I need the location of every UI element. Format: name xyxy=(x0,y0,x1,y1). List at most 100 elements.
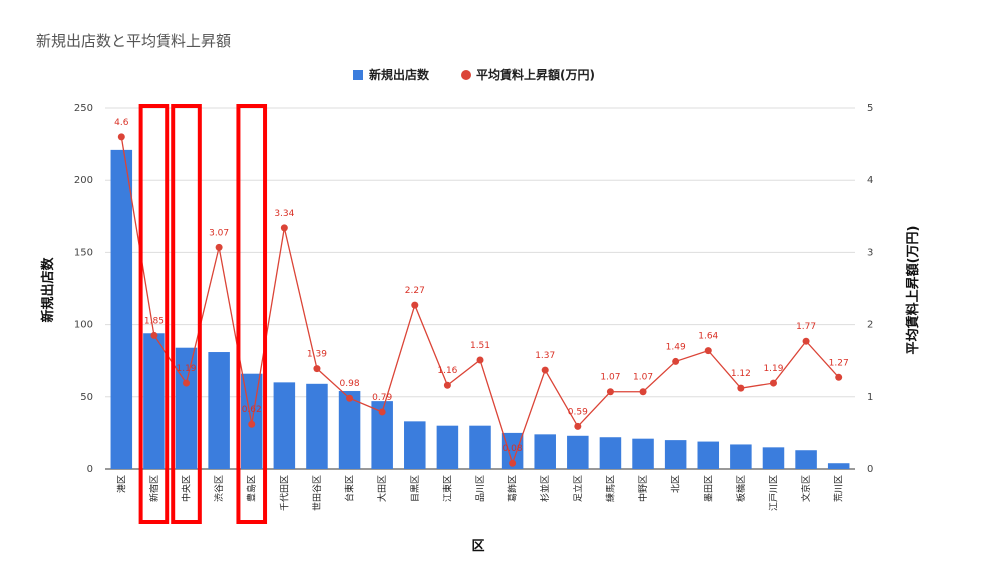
bar xyxy=(469,425,491,469)
line-data-label: 1.07 xyxy=(633,373,653,383)
y-tick-label: 200 xyxy=(74,175,93,186)
highlight-box xyxy=(138,104,170,524)
line-point xyxy=(737,384,745,392)
bar xyxy=(534,434,556,469)
line-point xyxy=(183,379,191,387)
line-point xyxy=(574,422,582,430)
x-tick-label: 中央区 xyxy=(181,475,193,502)
bar xyxy=(827,463,850,469)
line-data-label: 1.16 xyxy=(437,366,457,376)
bar xyxy=(143,333,165,469)
line-point xyxy=(117,133,125,141)
y2-axis-title: 平均賃料上昇額(万円) xyxy=(905,226,921,355)
line-data-label: 1.19 xyxy=(176,364,196,374)
line-point xyxy=(215,243,223,251)
bar xyxy=(795,450,817,469)
bar xyxy=(567,435,589,469)
bar xyxy=(404,421,426,469)
bar xyxy=(762,447,785,469)
x-tick-label: 目黒区 xyxy=(410,475,421,502)
x-tick-label: 江戸川区 xyxy=(768,475,779,511)
legend-bar-swatch xyxy=(353,70,363,80)
y-axis-left: 0 50 100 150 200 250 xyxy=(74,103,93,475)
highlight-box xyxy=(171,104,202,524)
bar xyxy=(664,440,687,469)
line-point xyxy=(443,381,451,389)
line-point xyxy=(150,331,158,339)
x-tick-label: 新宿区 xyxy=(148,475,160,502)
line-data-label: 0.59 xyxy=(568,407,588,417)
line-point xyxy=(606,388,614,396)
bar xyxy=(306,383,328,469)
x-tick-label: 文京区 xyxy=(800,475,812,502)
legend-bar-label: 新規出店数 xyxy=(369,67,430,82)
x-tick-label: 台東区 xyxy=(344,475,356,502)
x-tick-label: 千代田区 xyxy=(279,475,290,511)
bar xyxy=(436,425,459,469)
y-tick-label: 100 xyxy=(74,320,93,331)
line-point xyxy=(835,373,843,381)
line-point xyxy=(509,459,517,467)
x-tick-label: 足立区 xyxy=(572,475,584,502)
y-axis-right: 0 1 2 3 4 5 xyxy=(867,103,873,475)
x-tick-label: 荒川区 xyxy=(834,475,845,502)
line-data-label: 1.07 xyxy=(600,373,620,383)
bar xyxy=(338,391,361,469)
x-tick-label: 中野区 xyxy=(637,475,649,502)
line-point xyxy=(313,365,321,373)
y-tick-label: 0 xyxy=(87,464,93,475)
legend-line-label: 平均賃料上昇額(万円) xyxy=(476,67,595,82)
bar xyxy=(632,438,654,469)
bar xyxy=(599,437,622,469)
bar xyxy=(208,352,230,469)
line-data-label: 1.37 xyxy=(535,351,555,361)
y2-tick-label: 5 xyxy=(867,103,873,114)
line-point xyxy=(476,356,484,364)
x-tick-label: 墨田区 xyxy=(703,475,714,502)
line-data-label: 1.77 xyxy=(796,322,816,332)
line-point xyxy=(672,357,680,365)
line-series: 4.6 1.85 1.19 3.07 0.62 3.34 1.39 0.98 0.79 2.27 1… xyxy=(114,118,849,467)
line-data-label: 1.85 xyxy=(144,316,164,326)
x-tick-label: 渋谷区 xyxy=(213,475,225,502)
y-tick-label: 250 xyxy=(74,103,93,114)
x-tick-label: 豊島区 xyxy=(246,475,258,502)
bar-series xyxy=(110,149,850,469)
line-point xyxy=(639,388,647,396)
line-point xyxy=(280,224,288,232)
x-tick-label: 練馬区 xyxy=(604,475,616,502)
x-tick-label: 葛飾区 xyxy=(507,475,519,502)
line-point xyxy=(704,347,712,355)
line-data-label: 0.98 xyxy=(340,379,360,389)
bar xyxy=(697,441,720,469)
bar xyxy=(273,382,296,469)
bar xyxy=(175,347,198,469)
legend-line-swatch xyxy=(461,70,471,80)
x-tick-label: 杉並区 xyxy=(539,475,551,502)
line-data-label: 0.08 xyxy=(503,444,523,454)
bar xyxy=(730,444,752,469)
line-point xyxy=(769,379,777,387)
bar xyxy=(501,432,524,469)
line-data-label: 1.64 xyxy=(698,332,718,342)
line-point xyxy=(541,366,549,374)
line-data-label: 4.6 xyxy=(114,118,129,128)
y2-tick-label: 2 xyxy=(867,320,873,331)
line-point xyxy=(378,408,386,416)
x-tick-label: 品川区 xyxy=(475,475,486,502)
line-data-label: 1.27 xyxy=(829,358,849,368)
highlight-box xyxy=(236,104,268,524)
line-data-label: 0.62 xyxy=(242,405,262,415)
line-data-label: 3.34 xyxy=(274,209,294,219)
line-data-label: 1.49 xyxy=(666,342,686,352)
bar xyxy=(371,401,393,469)
line-data-label: 1.19 xyxy=(763,364,783,374)
y2-tick-label: 4 xyxy=(867,175,873,186)
line-data-label: 1.12 xyxy=(731,369,751,379)
line-data-label: 0.79 xyxy=(372,393,392,403)
line-data-label: 3.07 xyxy=(209,228,229,238)
x-tick-label: 江東区 xyxy=(441,475,453,502)
line-data-label: 2.27 xyxy=(405,286,425,296)
y2-tick-label: 0 xyxy=(867,464,873,475)
